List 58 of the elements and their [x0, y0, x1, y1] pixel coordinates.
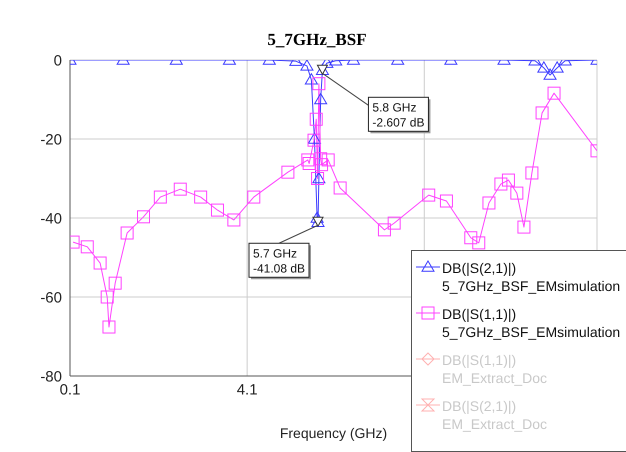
point	[300, 60, 314, 71]
point	[80, 240, 94, 254]
chart-title: 5_7GHz_BSF	[266, 30, 368, 50]
point	[314, 152, 328, 166]
point	[440, 194, 453, 208]
point	[464, 231, 478, 244]
point	[548, 86, 561, 100]
y-tick-label: -80	[40, 368, 62, 386]
point	[227, 213, 240, 226]
legend-label: DB(|S(2,1)|) 5_7GHz_BSF_EMsimulation	[442, 259, 622, 295]
point	[536, 106, 549, 120]
point	[378, 223, 391, 236]
legend-label: DB(|S(1,1)|) 5_7GHz_BSF_EMsimulation	[442, 305, 622, 341]
point	[322, 153, 335, 166]
point	[472, 236, 486, 250]
point	[137, 210, 150, 224]
point	[247, 190, 260, 204]
y-tick-label: -60	[40, 289, 62, 306]
point	[120, 226, 134, 240]
point	[154, 190, 167, 204]
point	[301, 153, 314, 166]
point	[310, 112, 323, 126]
y-tick-label: -20	[40, 131, 62, 148]
point	[517, 220, 530, 234]
point	[194, 190, 208, 204]
point	[281, 166, 294, 179]
point	[314, 93, 328, 104]
point	[308, 134, 321, 147]
point	[422, 188, 436, 202]
point	[310, 212, 324, 223]
point	[100, 290, 114, 304]
point	[302, 156, 316, 170]
point	[308, 132, 321, 144]
x-tick-label: 0.1	[60, 382, 80, 399]
point	[304, 73, 318, 84]
point	[525, 166, 538, 180]
annotation: 5.8 GHz -2.607 dB	[372, 100, 424, 130]
y-tick-label: 0	[54, 52, 62, 70]
annotation: 5.7 GHz -41.08 dB	[253, 246, 306, 276]
point	[544, 68, 557, 80]
point	[312, 77, 326, 90]
point	[315, 158, 328, 172]
point	[537, 61, 550, 73]
x-axis-title: Frequency (GHz)	[280, 425, 388, 441]
point	[482, 196, 496, 210]
point	[94, 256, 107, 270]
point	[494, 178, 508, 191]
point	[210, 204, 224, 217]
point	[174, 182, 187, 196]
point	[334, 181, 347, 194]
point	[510, 186, 524, 200]
point	[108, 276, 122, 290]
x-tick-label: 4.1	[236, 382, 258, 399]
point	[102, 320, 116, 334]
y-tick-label: -40	[40, 210, 62, 228]
point	[388, 216, 401, 230]
point	[550, 61, 564, 73]
point	[502, 174, 515, 187]
